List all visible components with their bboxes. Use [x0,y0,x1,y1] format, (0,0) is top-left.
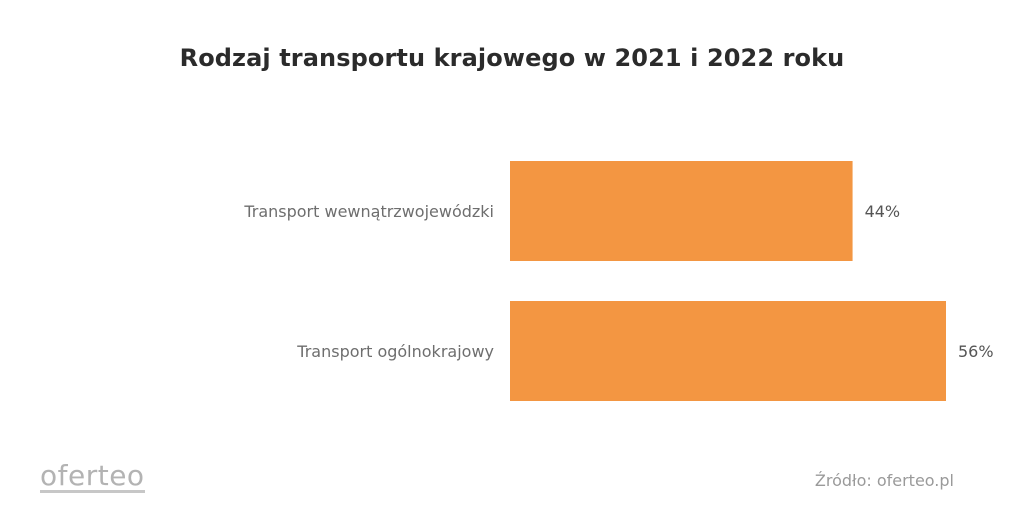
bar-0 [510,161,853,261]
bar-1 [510,301,946,401]
value-label-1: 56% [958,342,994,361]
value-label-0: 44% [865,202,901,221]
oferteo-logo: oferteo [40,459,145,493]
category-label-0: Transport wewnątrzwojewódzki [243,202,494,221]
source-note: Źródło: oferteo.pl [814,471,954,490]
category-label-1: Transport ogólnokrajowy [296,342,494,361]
chart-title: Rodzaj transportu krajowego w 2021 i 202… [179,44,845,72]
